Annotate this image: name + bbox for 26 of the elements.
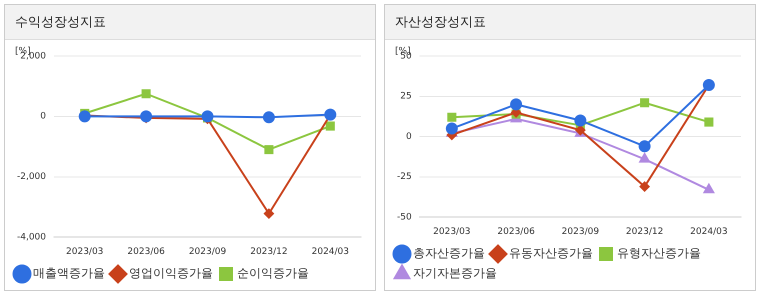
legend-label: 자기자본증가율 — [413, 266, 497, 280]
x-tick-label: 2023/12 — [626, 226, 664, 237]
x-tick-label: 2024/03 — [312, 246, 349, 257]
x-tick-label: 2023/09 — [562, 226, 600, 237]
legend-label: 총자산증가율 — [413, 246, 485, 260]
x-tick-label: 2023/12 — [250, 246, 288, 257]
legend-label: 순이익증가율 — [237, 266, 309, 280]
x-tick-label: 2023/09 — [188, 246, 226, 257]
y-tick-label: -2,000 — [16, 172, 46, 182]
legend-label: 유동자산증가율 — [509, 246, 593, 260]
x-tick-label: 2023/06 — [127, 246, 166, 257]
y-tick-label: -25 — [396, 172, 412, 182]
y-tick-label: -4,000 — [16, 232, 46, 243]
legend-label: 영업이익증가율 — [129, 266, 213, 280]
chart-title: 자산성장성지표 — [385, 5, 755, 40]
legend-label: 유형자산증가율 — [617, 246, 701, 260]
chart-title: 수익성장성지표 — [5, 5, 375, 40]
x-tick-label: 2023/03 — [433, 226, 471, 237]
y-tick-label: 0 — [406, 132, 412, 142]
x-tick-label: 2024/03 — [690, 226, 728, 237]
y-tick-label: -50 — [396, 212, 412, 223]
y-tick-label: 0 — [40, 112, 46, 122]
legend-label: 매출액증가율 — [33, 266, 105, 280]
y-tick-label: 25 — [400, 92, 412, 102]
x-tick-label: 2023/06 — [497, 226, 536, 237]
x-tick-label: 2023/03 — [66, 246, 104, 257]
